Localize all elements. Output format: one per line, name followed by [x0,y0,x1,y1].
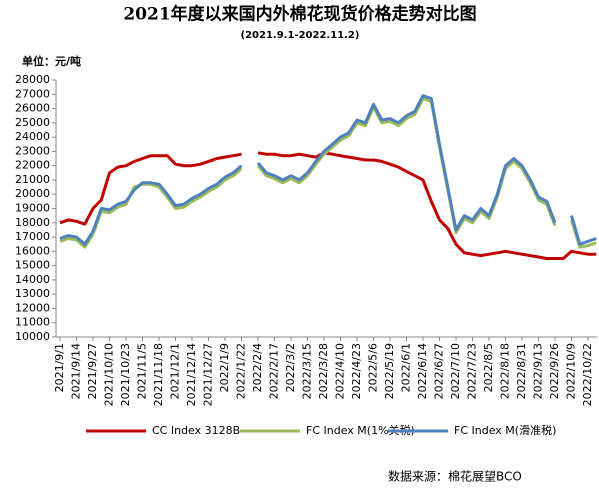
x-tick-label: 2022/1/9 [218,343,231,392]
x-tick-label: 2022/3/15 [301,343,314,399]
x-tick-label: 2022/10/22 [581,343,594,406]
x-tick-label: 2022/1/22 [235,343,248,399]
y-tick-label: 26000 [15,102,50,115]
y-tick-label: 19000 [15,202,50,215]
chart-subtitle: (2021.9.1-2022.11.2) [241,30,360,41]
x-tick-label: 2022/7/23 [466,343,479,399]
x-tick-label: 2022/9/13 [532,343,545,399]
x-tick-label: 2022/4/23 [350,343,363,399]
chart-title: 2021年度以来国内外棉花现货价格走势对比图 [123,4,476,25]
y-tick-label: 13000 [15,287,50,300]
y-tick-label: 12000 [15,301,50,314]
legend-label: FC Index M(滑准税) [454,423,556,437]
y-tick-label: 27000 [15,87,50,100]
y-tick-label: 10000 [15,330,50,343]
x-tick-label: 2021/9/27 [86,343,99,399]
y-tick-label: 17000 [15,230,50,243]
x-tick-label: 2022/10/9 [565,343,578,399]
x-tick-label: 2022/7/10 [449,343,462,399]
x-tick-label: 2021/12/1 [169,343,182,399]
x-tick-label: 2022/5/6 [367,343,380,392]
x-tick-label: 2021/12/27 [202,343,215,406]
x-tick-label: 2022/6/27 [433,343,446,399]
series-line [59,151,597,260]
unit-label: 单位：元/吨 [22,54,81,68]
x-tick-label: 2022/6/1 [400,343,413,392]
x-tick-label: 2022/8/31 [515,343,528,399]
x-tick-label: 2021/9/14 [70,343,83,399]
x-tick-label: 2022/5/19 [383,343,396,399]
y-tick-label: 23000 [15,144,50,157]
x-tick-label: 2022/4/10 [334,343,347,399]
x-tick-label: 2022/2/17 [268,343,281,399]
x-tick-label: 2021/12/14 [185,343,198,406]
series-line [59,97,597,249]
y-tick-label: 16000 [15,244,50,257]
legend-label: FC Index M(1%关税) [306,423,415,437]
x-tick-label: 2022/2/4 [251,343,264,392]
series-line [59,94,597,246]
x-tick-label: 2022/8/18 [499,343,512,399]
x-tick-label: 2021/9/1 [53,343,66,392]
x-tick-label: 2022/3/28 [317,343,330,399]
x-tick-label: 2022/6/14 [416,343,429,399]
source-note: 数据来源：棉花展望BCO [388,469,522,484]
y-tick-label: 11000 [15,316,50,329]
x-tick-label: 2022/9/26 [548,343,561,399]
x-tick-label: 2021/11/18 [152,343,165,406]
x-tick-label: 2022/3/2 [284,343,297,392]
y-tick-label: 20000 [15,187,50,200]
y-tick-label: 14000 [15,273,50,286]
y-tick-label: 21000 [15,173,50,186]
y-tick-label: 15000 [15,259,50,272]
y-tick-label: 24000 [15,130,50,143]
x-tick-label: 2021/10/23 [119,343,132,406]
x-tick-label: 2021/10/10 [103,343,116,406]
legend-label: CC Index 3128B [152,424,240,437]
y-tick-label: 28000 [15,73,50,86]
y-tick-label: 22000 [15,159,50,172]
x-tick-label: 2021/11/5 [136,343,149,399]
x-tick-label: 2022/8/5 [482,343,495,392]
y-tick-label: 25000 [15,116,50,129]
y-tick-label: 18000 [15,216,50,229]
